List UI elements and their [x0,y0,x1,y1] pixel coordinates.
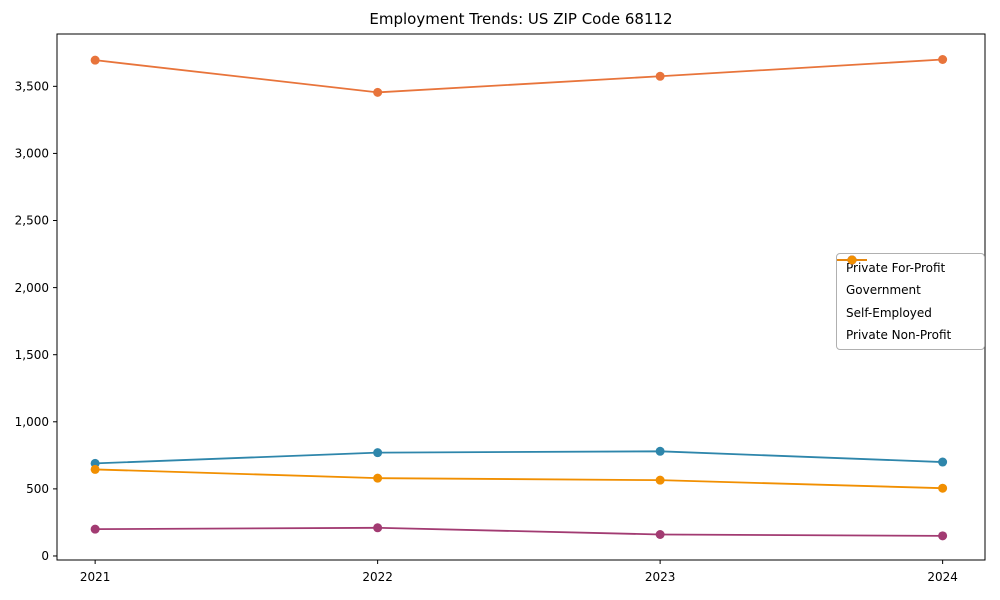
legend-item-private-non-profit: Private Non-Profit [837,255,975,342]
x-tick-label: 2023 [645,570,676,584]
legend-label: Private For-Profit [846,261,946,275]
line-marker-icon [837,255,867,265]
y-tick-label: 0 [41,549,49,563]
data-point-marker [938,457,948,467]
data-point-marker [90,464,100,474]
y-tick-label: 1,500 [15,348,49,362]
axes-spines [56,33,986,561]
y-tick-label: 3,000 [15,147,49,161]
x-tick-label: 2024 [927,570,958,584]
data-point-marker [655,475,665,485]
series-line [95,450,943,465]
y-tick-label: 1,000 [15,415,49,429]
y-tick-label: 2,000 [15,281,49,295]
series-line [95,526,943,537]
data-point-marker [655,71,665,81]
legend-label: Private Non-Profit [846,327,952,342]
legend-label: Self-Employed [846,305,932,320]
y-tick-label: 2,500 [15,214,49,228]
data-point-marker [655,446,665,456]
data-point-marker [938,531,948,541]
x-tick-label: 2021 [80,570,111,584]
legend-label: Government [846,283,921,298]
x-tick-label: 2022 [362,570,393,584]
data-point-marker [373,87,383,97]
legend-item-self-employed: Self-Employed [837,255,975,320]
series-line [95,468,943,490]
data-point-marker [655,530,665,540]
legend-item-government: Government [837,255,975,298]
data-point-marker [90,524,100,534]
legend: Private For-Profit Government Self-Emplo… [836,253,985,350]
chart-title: Employment Trends: US ZIP Code 68112 [369,10,673,28]
y-tick-label: 500 [26,482,49,496]
series-line [95,58,943,94]
data-point-marker [373,523,383,533]
data-point-marker [373,473,383,483]
data-point-marker [938,54,948,64]
data-point-marker [938,483,948,493]
y-tick-label: 3,500 [15,80,49,94]
data-point-marker [373,448,383,458]
data-point-marker [90,55,100,65]
